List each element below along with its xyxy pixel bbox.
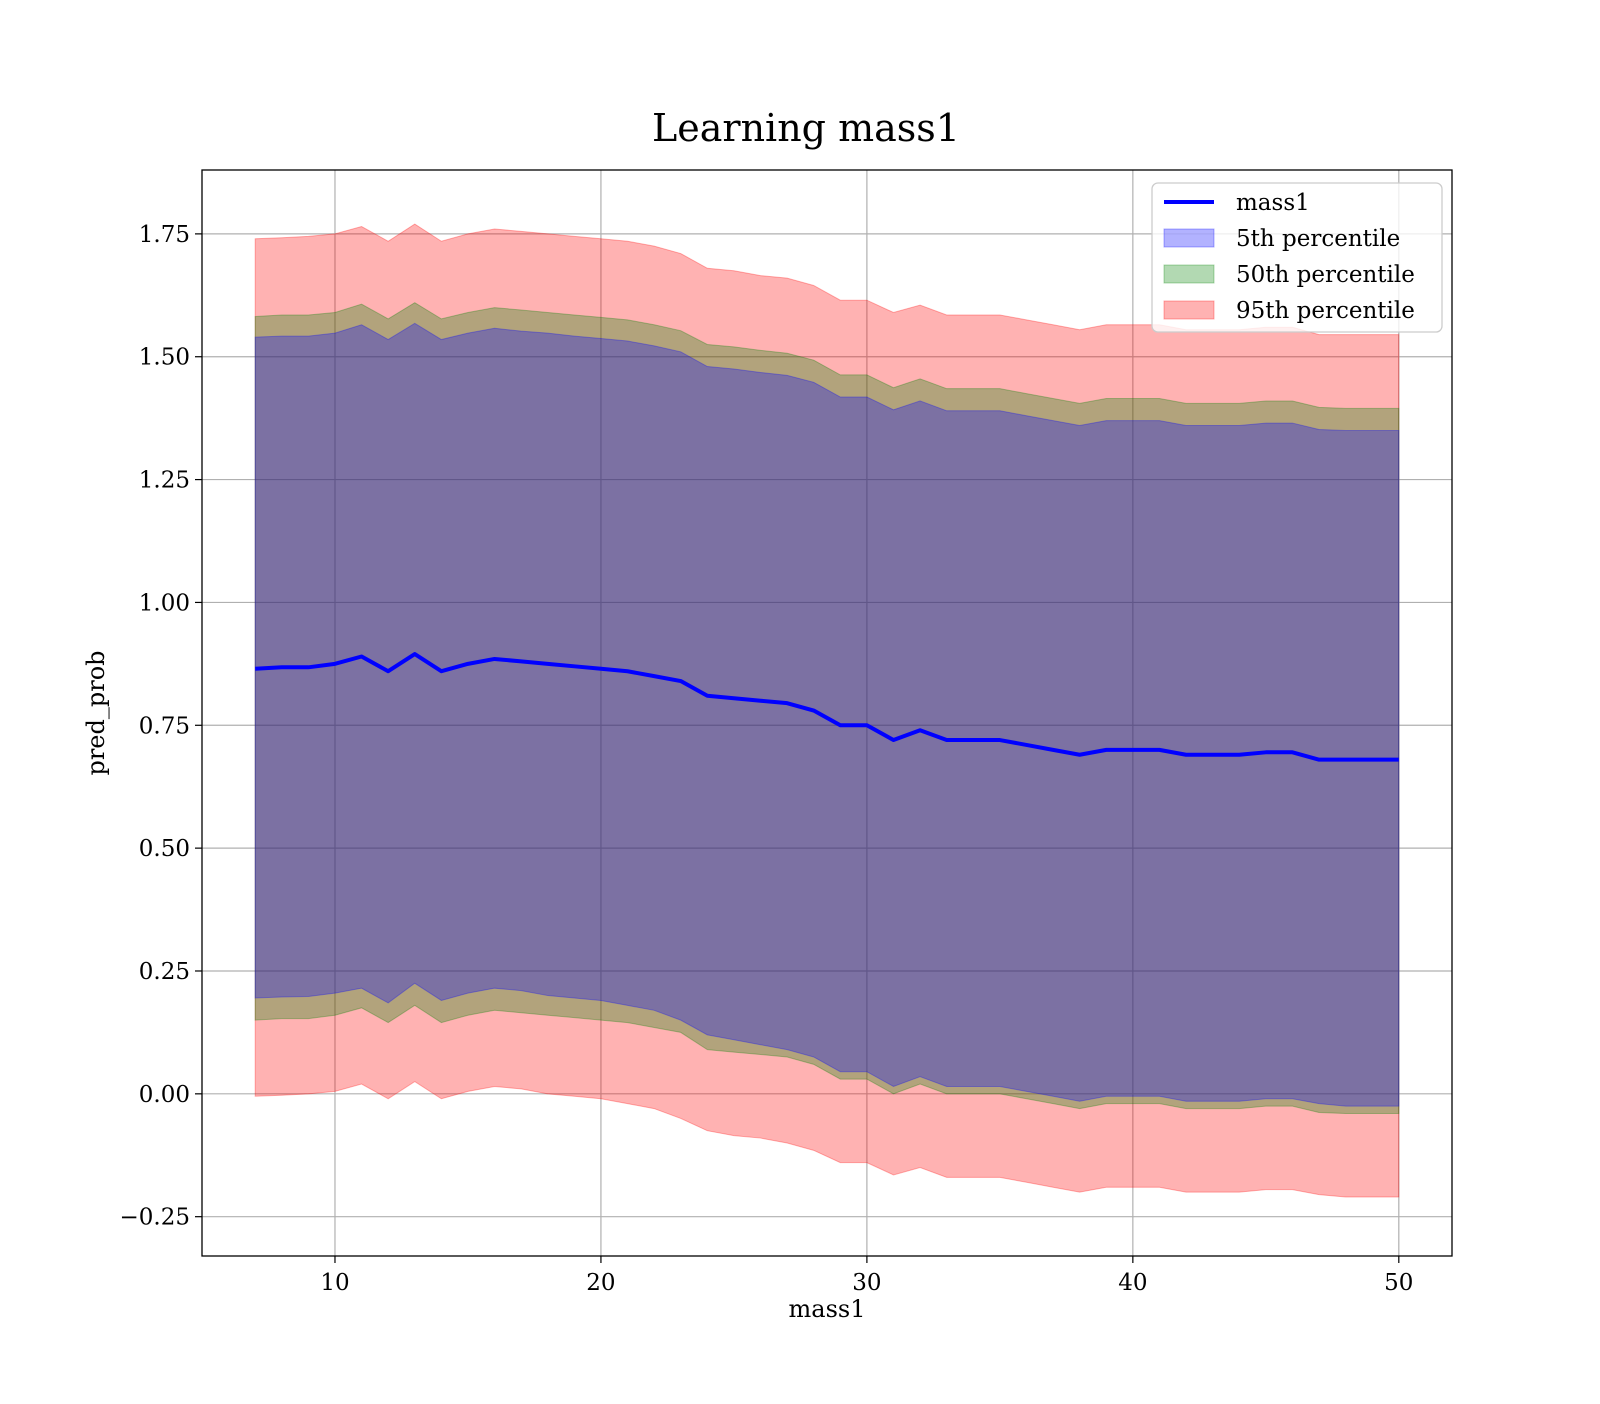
band-95th-percentile <box>254 223 1400 1198</box>
x-axis-ticks: 10 20 30 40 50 <box>320 1256 1413 1296</box>
x-tick-label: 40 <box>1118 1270 1147 1296</box>
y-tick-label: 1.75 <box>139 222 190 248</box>
y-tick-label: 0.25 <box>139 959 190 985</box>
grid-lines <box>202 170 1452 1256</box>
legend-swatch-band <box>1163 264 1215 284</box>
x-tick-label: 20 <box>586 1270 615 1296</box>
legend-label: 5th percentile <box>1236 226 1400 252</box>
legend-swatch-band <box>1163 228 1215 248</box>
y-axis-ticks: −0.25 0.00 0.25 0.50 0.75 1.00 1.25 1.50 1.75 <box>120 222 202 1231</box>
legend-swatch-band <box>1163 300 1215 320</box>
y-tick-label: 0.75 <box>139 713 190 739</box>
y-tick-label: −0.25 <box>120 1205 190 1231</box>
plot-frame <box>201 169 1453 1257</box>
mass1-series <box>255 652 1399 762</box>
y-axis-label: pred_prob <box>82 650 110 775</box>
legend-label: mass1 <box>1236 190 1310 216</box>
y-tick-label: 1.25 <box>139 468 190 494</box>
legend-box <box>1151 182 1443 333</box>
x-axis-label: mass1 <box>789 1295 866 1323</box>
y-tick-label: 0.00 <box>139 1082 190 1108</box>
chart-title: Learning mass1 <box>652 106 960 150</box>
y-tick-label: 1.00 <box>139 590 190 616</box>
legend: mass1 5th percentile 50th percentile 95th p… <box>1151 182 1443 333</box>
band-50th-percentile <box>254 302 1400 1114</box>
mass1-line <box>255 652 1399 762</box>
x-tick-label: 30 <box>852 1270 881 1296</box>
band-5th-percentile <box>254 322 1400 1107</box>
legend-label: 50th percentile <box>1236 262 1415 288</box>
x-tick-label: 10 <box>320 1270 349 1296</box>
x-tick-label: 50 <box>1384 1270 1413 1296</box>
percentile-bands <box>254 223 1400 1198</box>
legend-label: 95th percentile <box>1236 298 1415 324</box>
y-tick-label: 0.50 <box>139 836 190 862</box>
y-tick-label: 1.50 <box>139 345 190 371</box>
